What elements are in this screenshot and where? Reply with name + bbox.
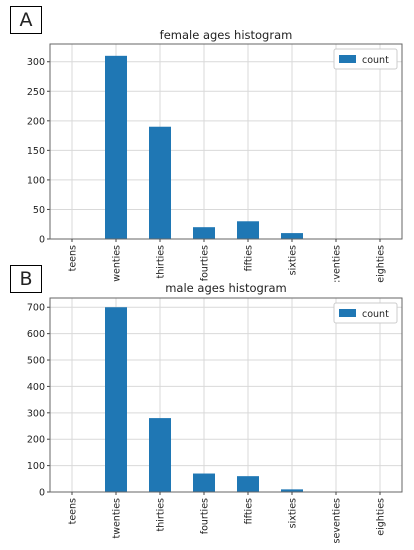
male-x-tick-label: teens <box>68 498 79 524</box>
female-legend-label: count <box>362 55 389 66</box>
male-x-tick-label: thirties <box>156 498 167 532</box>
female-x-tick-label: wenties <box>112 245 123 282</box>
male-y-tick-label: 200 <box>27 435 45 446</box>
female-chart-title: female ages histogram <box>160 28 293 42</box>
male-bar-5 <box>281 489 303 492</box>
male-y-tick-label: 700 <box>27 303 45 314</box>
male-legend-label: count <box>362 309 389 320</box>
panel-label-b: B <box>10 265 42 293</box>
male-x-tick-label: twenties <box>112 498 123 539</box>
female-y-tick-label: 200 <box>27 116 45 127</box>
female-bar-5 <box>281 233 303 239</box>
female-legend-box <box>333 48 398 70</box>
female-y-tick-label: 300 <box>27 57 45 68</box>
female-bar-3 <box>193 227 215 239</box>
male-y-tick-label: 500 <box>27 356 45 367</box>
male-plot-frame <box>49 297 403 493</box>
female-x-tick-label: teens <box>68 245 79 271</box>
female-x-tick-label: eighties <box>376 245 387 283</box>
male-y-tick-label: 100 <box>27 461 45 472</box>
male-bar-2 <box>149 418 171 492</box>
female-x-tick-label: thirties <box>156 245 167 279</box>
male-bar-4 <box>237 476 259 492</box>
male-bar-3 <box>193 473 215 492</box>
male-x-tick-label: fourties <box>200 498 211 534</box>
female-y-tick-label: 250 <box>27 87 45 98</box>
male-x-tick-label: seventies <box>332 498 343 543</box>
female-plot-frame <box>49 43 403 240</box>
male-legend-swatch <box>339 309 356 317</box>
female-x-tick-label: fifties <box>244 245 255 271</box>
male-y-tick-label: 400 <box>27 382 45 393</box>
female-bar-2 <box>149 126 171 239</box>
female-x-tick-label: fourties <box>200 245 211 281</box>
female-y-tick-label: 50 <box>33 205 45 216</box>
male-bar-1 <box>105 307 127 492</box>
female-legend-swatch <box>339 55 356 63</box>
male-y-tick-label: 600 <box>27 329 45 340</box>
male-x-tick-label: sixties <box>288 498 299 528</box>
male-x-tick-label: eighties <box>376 498 387 536</box>
female-chart: female ages histogram 0 50 100 150 200 250 300 t… <box>27 28 403 283</box>
male-chart: male ages histogram 0 100 200 300 400 500 600 70… <box>27 281 403 543</box>
female-bar-1 <box>105 55 127 240</box>
male-y-tick-label: 300 <box>27 408 45 419</box>
female-x-tick-label: :venties <box>332 245 343 283</box>
male-y-tick-label: 0 <box>39 488 45 499</box>
panel-label-a: A <box>10 6 42 34</box>
male-legend-box <box>333 302 398 324</box>
female-x-tick-label: sixties <box>288 245 299 275</box>
male-x-tick-label: fifties <box>244 498 255 524</box>
male-chart-title: male ages histogram <box>165 281 287 295</box>
female-bar-4 <box>237 221 259 239</box>
female-y-tick-label: 0 <box>39 235 45 246</box>
female-y-tick-label: 150 <box>27 146 45 157</box>
female-y-tick-label: 100 <box>27 175 45 186</box>
